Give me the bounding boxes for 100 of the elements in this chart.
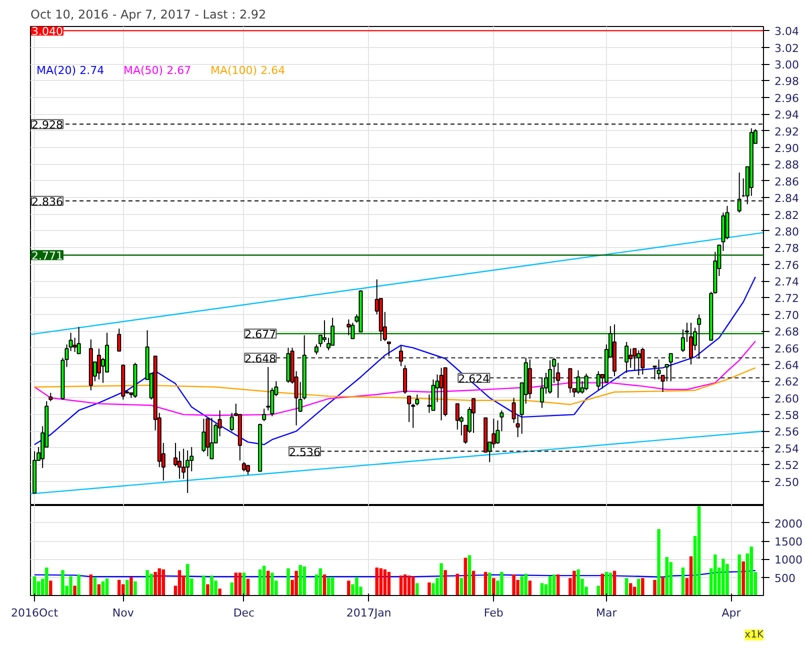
bar (69, 576, 72, 596)
text: MA(50) 2.67 (124, 64, 192, 77)
y-tick-label: 3.04 (774, 25, 799, 38)
bar (403, 574, 407, 596)
bar (750, 546, 754, 596)
candlestick (72, 337, 77, 352)
annotation: 2.536 (288, 446, 320, 459)
bar (399, 576, 403, 596)
bar (697, 506, 701, 596)
bar (146, 570, 149, 596)
candlestick (186, 450, 190, 494)
bar (576, 569, 580, 596)
candlestick (576, 370, 580, 394)
y-tick-label: 2.86 (774, 175, 799, 188)
bar (600, 574, 604, 596)
bar (238, 572, 242, 596)
bar (130, 576, 133, 596)
text: MA(100) 2.64 (210, 64, 286, 77)
bar (412, 576, 415, 596)
y-tick-label: 2.94 (774, 108, 799, 122)
bar (234, 572, 238, 596)
bar (347, 580, 350, 596)
annotation: 2.677 (244, 328, 276, 342)
candlestick (350, 322, 355, 340)
candlestick (386, 341, 391, 357)
bar (460, 578, 464, 596)
candlestick (117, 328, 122, 352)
candlestick (640, 347, 645, 375)
bar (528, 580, 532, 596)
bar (379, 568, 382, 596)
bar (512, 574, 516, 596)
bar (262, 566, 266, 596)
text: MA(20) 2.74 (36, 64, 104, 77)
bar (637, 578, 640, 596)
candlestick (210, 417, 214, 460)
y-tick-label: 3.00 (774, 58, 799, 72)
bar (210, 576, 214, 596)
y-tick-label: 500 (774, 572, 796, 585)
bar (548, 576, 552, 596)
y-tick-label: 2.68 (774, 326, 799, 339)
x-tick-label: Nov (112, 606, 134, 620)
bar (150, 574, 153, 596)
candlestick (439, 367, 444, 421)
bar (520, 576, 524, 596)
bar (472, 570, 476, 596)
y-tick-label: 2.60 (774, 392, 799, 406)
candlestick (76, 326, 81, 354)
bar (556, 574, 560, 596)
bar (158, 568, 161, 596)
bar (552, 574, 556, 596)
y-tick-label: 2000 (774, 517, 802, 530)
line-series (34, 340, 756, 416)
bar (468, 555, 472, 596)
x-tick-label: 2016Oct (11, 606, 59, 620)
bar (286, 568, 290, 596)
y-tick-label: 2.54 (774, 442, 799, 456)
bar (73, 586, 76, 596)
line-series (34, 367, 756, 406)
candlestick (628, 348, 633, 368)
y-tick-label: 3.02 (774, 42, 799, 55)
bar (77, 574, 80, 596)
y-tick-label: 2.66 (774, 342, 799, 356)
bar (134, 581, 137, 596)
y-tick-label: 2.82 (774, 208, 799, 222)
text: x1K (744, 630, 764, 640)
y-tick-label: 2.74 (774, 276, 799, 289)
bar (266, 570, 270, 596)
bar (375, 568, 378, 596)
x-tick-label: Feb (484, 606, 504, 620)
y-tick-label: 2.96 (774, 92, 799, 105)
bar (302, 566, 306, 596)
candlestick (688, 322, 694, 365)
candlestick (548, 360, 552, 394)
bar (742, 561, 745, 596)
bar (330, 576, 334, 596)
annotation: 2.624 (458, 372, 490, 386)
bar (387, 572, 391, 596)
y-tick-label: 2.62 (774, 376, 799, 389)
bar (416, 583, 419, 596)
bar (61, 570, 64, 596)
bar (202, 576, 206, 596)
line-series (34, 276, 756, 446)
y-tick-label: 2.80 (774, 225, 799, 238)
bar (464, 558, 468, 596)
ref-line-label: 2.771 (32, 250, 63, 263)
candlestick (697, 314, 702, 360)
bar (355, 576, 358, 596)
candlestick (403, 364, 408, 394)
candlestick (584, 373, 588, 391)
bar (440, 563, 443, 596)
y-tick-label: 2.50 (774, 476, 799, 489)
bar (641, 578, 644, 596)
x-tick-label: Dec (233, 606, 255, 620)
bar (500, 572, 504, 596)
y-tick-label: 2.78 (774, 242, 799, 256)
bar (186, 564, 190, 596)
bar (540, 583, 544, 596)
bar (322, 574, 326, 596)
candlestick (262, 408, 266, 422)
y-tick-label: 1000 (774, 554, 802, 567)
